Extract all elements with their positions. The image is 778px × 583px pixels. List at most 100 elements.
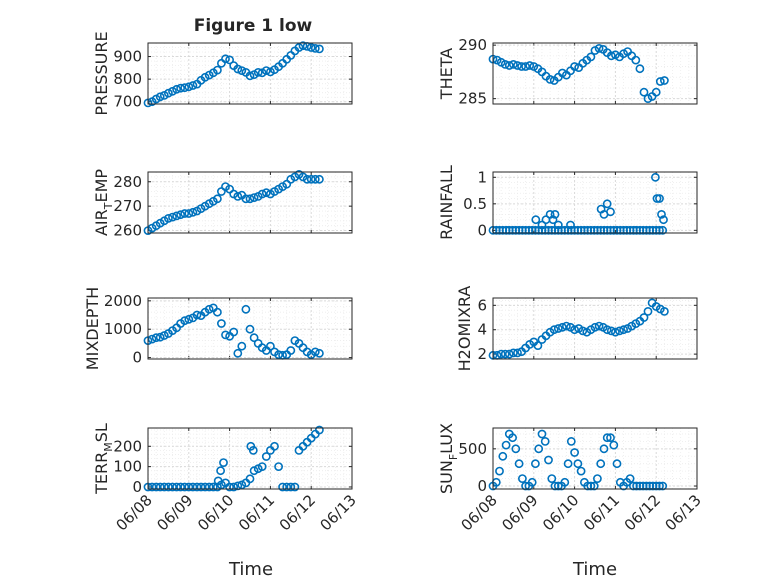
data-point (651, 87, 661, 97)
y-axis-label-main: RAINFALL (437, 165, 456, 240)
data-point (594, 321, 604, 331)
y-axis-label: TERRMSL (92, 423, 115, 495)
data-series (143, 425, 324, 492)
data-point (180, 83, 190, 93)
y-tick-label: 0 (477, 221, 487, 239)
data-point (566, 436, 576, 446)
y-axis-label: AIRTEMP (92, 169, 115, 236)
y-tick-label: 0 (132, 349, 142, 367)
data-point (534, 444, 544, 454)
data-point (261, 66, 271, 75)
data-point (625, 474, 635, 483)
data-point (184, 82, 194, 92)
data-point (212, 307, 222, 317)
data-point (310, 174, 320, 184)
y-tick-label: 0.5 (463, 195, 487, 213)
data-point (286, 482, 296, 492)
y-axis-label-main: SUN (437, 460, 456, 494)
data-point (606, 433, 615, 443)
y-axis-label-main: PRESSURE (92, 31, 111, 115)
data-point (514, 459, 524, 469)
x-axis-label-left: Time (228, 559, 273, 580)
data-point (225, 482, 234, 492)
data-point (563, 459, 573, 469)
data-point (527, 477, 537, 487)
data-point (544, 455, 553, 465)
data-point (310, 347, 320, 357)
y-axis-label-main: AIR (92, 209, 111, 236)
data-point (248, 445, 258, 455)
data-point (498, 451, 508, 461)
y-axis-label-rest: EMP (92, 169, 111, 203)
y-axis-label: MIXDEPTH (83, 287, 102, 370)
axes-background (492, 427, 698, 490)
data-point (212, 65, 222, 75)
data-point (184, 209, 194, 218)
data-point (180, 482, 190, 492)
data-point (159, 482, 169, 492)
data-series (488, 44, 669, 103)
data-point (184, 314, 194, 324)
y-tick-label: 1 (477, 168, 487, 186)
data-point (655, 77, 665, 86)
y-axis-label-subscript: M (102, 442, 115, 452)
data-point (216, 466, 225, 476)
data-point (590, 322, 600, 332)
data-point (570, 325, 579, 335)
data-point (553, 324, 563, 333)
figure-title: Figure 1 low (194, 16, 313, 36)
data-point (249, 193, 259, 202)
data-point (553, 220, 563, 230)
data-point (306, 43, 316, 52)
y-axis-label: H2OMIXRA (455, 286, 474, 372)
data-point (257, 462, 267, 471)
y-axis-label-main: MIXDEPTH (83, 287, 102, 370)
data-point (517, 62, 526, 71)
x-tick-label: 06/12 (621, 491, 664, 534)
data-point (658, 481, 668, 491)
x-tick-label: 06/13 (317, 491, 360, 534)
data-point (660, 76, 669, 85)
data-point (282, 482, 292, 492)
data-point (531, 459, 540, 469)
x-tick-label: 06/13 (662, 491, 705, 534)
data-point (586, 481, 596, 491)
data-point (655, 194, 664, 203)
data-point (172, 482, 181, 492)
y-tick-label: 0 (132, 478, 142, 496)
data-point (261, 452, 271, 461)
data-point (163, 88, 173, 98)
axes-frame (492, 171, 698, 234)
y-tick-label: 0 (477, 477, 487, 495)
data-point (504, 349, 514, 359)
data-point (233, 191, 243, 201)
y-tick-label: 260 (113, 222, 142, 240)
data-point (172, 211, 181, 221)
axes-frame (147, 297, 353, 360)
data-point (204, 482, 214, 492)
y-axis-label-subscript: F (447, 454, 460, 460)
data-point (573, 459, 583, 469)
data-point (245, 194, 255, 204)
data-point (188, 482, 198, 492)
axes-frame (492, 42, 698, 105)
data-point (151, 333, 161, 343)
data-point (314, 174, 324, 184)
data-point (521, 62, 530, 71)
data-point (168, 482, 177, 492)
y-tick-label: 900 (113, 48, 142, 66)
data-point (176, 83, 185, 93)
data-point (216, 319, 226, 328)
data-point (658, 225, 668, 235)
data-point (496, 349, 506, 359)
data-point (612, 459, 622, 469)
data-point (221, 54, 230, 64)
y-axis-label: PRESSURE (92, 31, 111, 115)
data-point (513, 61, 522, 70)
axes-frame (147, 171, 353, 234)
x-tick-label: 06/12 (276, 491, 319, 534)
